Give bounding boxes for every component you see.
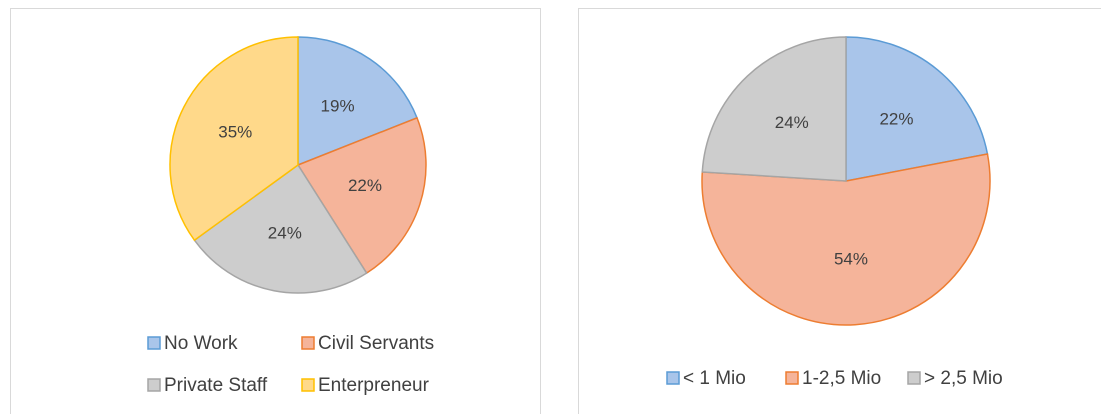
legend-label: No Work	[164, 333, 238, 354]
pie-slice	[845, 36, 989, 182]
legend-swatch	[666, 371, 680, 385]
panel-border	[578, 8, 1101, 414]
legend-label: 1-2,5 Mio	[802, 368, 881, 389]
data-label: 22%	[348, 176, 382, 195]
legend-label: Enterpreneur	[318, 375, 430, 396]
pie-slice	[296, 116, 427, 275]
legend-swatch	[301, 378, 315, 392]
data-label: 24%	[775, 113, 809, 132]
legend-swatch	[147, 336, 161, 350]
data-label: 24%	[268, 224, 302, 243]
pie-slice	[701, 153, 991, 326]
data-label: 54%	[834, 250, 868, 269]
panel-border	[10, 8, 541, 414]
pie-slice	[297, 36, 418, 167]
data-label: 22%	[879, 109, 913, 128]
legend-label: < 1 Mio	[683, 368, 746, 389]
legend-label: > 2,5 Mio	[924, 368, 1003, 389]
legend-swatch	[147, 378, 161, 392]
pie-slice	[701, 36, 847, 182]
legend-swatch	[785, 371, 799, 385]
data-label: 19%	[321, 96, 355, 115]
legend: No Work Civil Servants Private Staff Enterp…	[147, 333, 434, 396]
legend-label: Civil Servants	[318, 333, 434, 354]
legend-swatch	[301, 336, 315, 350]
pie-slice	[169, 36, 299, 242]
legend-swatch	[907, 371, 921, 385]
data-label: 35%	[218, 123, 252, 142]
pie-slice	[193, 163, 368, 294]
legend-label: Private Staff	[164, 375, 268, 396]
legend: < 1 Mio 1-2,5 Mio > 2,5 Mio	[666, 368, 1003, 389]
